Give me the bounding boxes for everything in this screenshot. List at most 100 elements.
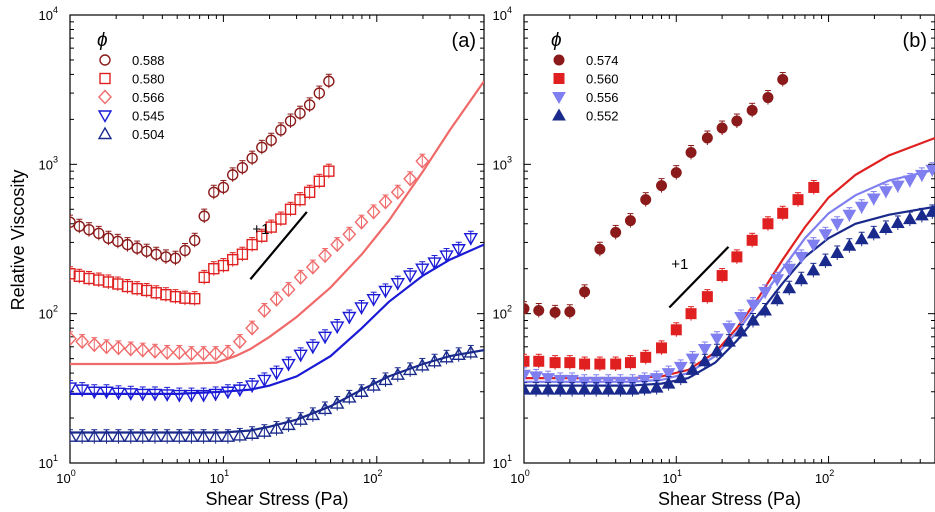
slope-label: +1 bbox=[671, 256, 688, 273]
data-point bbox=[710, 344, 724, 357]
data-point bbox=[794, 251, 809, 264]
legend-label: 0.580 bbox=[132, 72, 165, 87]
y-tick-exponent: 3 bbox=[507, 154, 512, 164]
data-point bbox=[577, 382, 592, 395]
data-point bbox=[330, 237, 345, 253]
data-point bbox=[792, 194, 804, 206]
data-point bbox=[220, 386, 236, 400]
data-point bbox=[427, 353, 442, 367]
data-point bbox=[217, 259, 230, 272]
data-point bbox=[451, 347, 466, 361]
data-point bbox=[74, 384, 90, 398]
data-point bbox=[135, 388, 150, 402]
data-point bbox=[208, 388, 223, 402]
data-point bbox=[533, 355, 545, 367]
series-0.580 bbox=[70, 163, 335, 306]
data-point bbox=[378, 285, 393, 299]
data-point bbox=[818, 254, 833, 267]
y-tick-label: 102 bbox=[39, 304, 58, 322]
data-point bbox=[244, 426, 260, 439]
data-point bbox=[601, 382, 616, 395]
data-point bbox=[415, 358, 430, 371]
data-point bbox=[579, 286, 591, 298]
data-point bbox=[313, 175, 326, 187]
slope-line bbox=[249, 211, 308, 280]
x-axis-label: Shear Stress (Pa) bbox=[658, 489, 801, 509]
x-tick-label: 102 bbox=[815, 468, 834, 486]
data-point bbox=[275, 124, 287, 136]
y-axis-label: Relative Viscosity bbox=[8, 170, 28, 311]
data-point bbox=[701, 291, 713, 303]
y-tick-exponent: 4 bbox=[53, 5, 58, 15]
data-point bbox=[265, 221, 277, 233]
legend-marker bbox=[553, 54, 565, 66]
data-point bbox=[281, 417, 296, 431]
x-tick-label: 100 bbox=[510, 468, 529, 486]
data-point bbox=[366, 378, 381, 391]
data-point bbox=[275, 213, 287, 225]
data-point bbox=[830, 245, 845, 258]
legend-marker bbox=[99, 54, 111, 66]
series-0.556 bbox=[524, 162, 935, 389]
y-tick-label: 101 bbox=[39, 453, 58, 471]
data-point bbox=[83, 223, 95, 236]
data-point bbox=[613, 382, 628, 395]
data-point bbox=[402, 362, 418, 376]
y-tick-exponent: 1 bbox=[507, 453, 512, 463]
data-point bbox=[553, 382, 568, 395]
data-point bbox=[731, 251, 743, 263]
data-point bbox=[99, 429, 114, 442]
data-point bbox=[656, 342, 668, 354]
data-point bbox=[624, 215, 636, 227]
data-point bbox=[198, 210, 210, 222]
data-point bbox=[390, 277, 405, 291]
data-point bbox=[770, 274, 785, 287]
data-point bbox=[99, 339, 114, 355]
legend-marker bbox=[552, 108, 566, 121]
data-point bbox=[99, 386, 114, 400]
data-point bbox=[716, 270, 728, 282]
data-point bbox=[74, 429, 90, 442]
data-point bbox=[734, 311, 748, 325]
data-point bbox=[354, 214, 369, 230]
data-point bbox=[70, 382, 78, 395]
data-point bbox=[903, 212, 917, 225]
data-point bbox=[866, 226, 881, 239]
data-point bbox=[135, 342, 150, 358]
data-point bbox=[777, 73, 789, 85]
data-point bbox=[111, 387, 126, 401]
data-point bbox=[842, 209, 857, 222]
data-point bbox=[70, 216, 76, 228]
data-point bbox=[354, 384, 369, 397]
data-point bbox=[123, 341, 138, 357]
data-point bbox=[160, 344, 175, 360]
data-point bbox=[854, 232, 869, 245]
y-tick-label: 104 bbox=[493, 5, 512, 23]
data-point bbox=[135, 429, 150, 442]
data-point bbox=[196, 389, 211, 403]
data-point bbox=[685, 353, 700, 366]
data-point bbox=[281, 358, 296, 372]
data-point bbox=[716, 122, 728, 134]
data-point bbox=[220, 344, 235, 360]
data-point bbox=[390, 367, 405, 380]
y-tick-label: 103 bbox=[493, 154, 512, 172]
data-point bbox=[257, 374, 272, 388]
data-point bbox=[342, 226, 357, 242]
data-point bbox=[746, 299, 760, 312]
data-point bbox=[378, 372, 393, 386]
data-point bbox=[220, 429, 236, 442]
data-point bbox=[172, 389, 187, 403]
data-point bbox=[794, 272, 809, 285]
data-point bbox=[198, 271, 210, 284]
data-point bbox=[697, 343, 712, 357]
data-point bbox=[123, 429, 138, 442]
data-point bbox=[294, 107, 306, 119]
data-point bbox=[236, 248, 249, 260]
data-point bbox=[879, 186, 893, 199]
data-point bbox=[323, 75, 335, 87]
data-point bbox=[172, 344, 187, 360]
x-tick-label: 101 bbox=[663, 468, 682, 486]
data-point bbox=[179, 244, 191, 257]
